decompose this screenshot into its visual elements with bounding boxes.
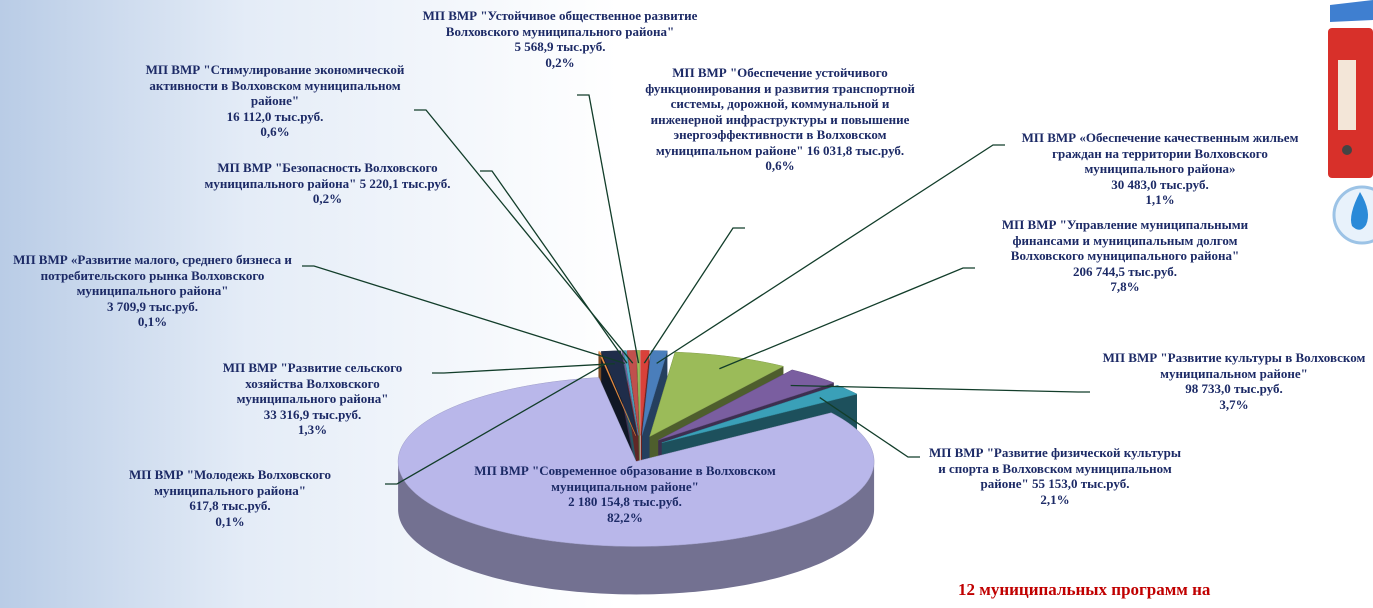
slide: 12 муниципальных программ на МП ВМР "Обе… <box>0 0 1373 608</box>
category-name: МП ВМР "Современное образование в Волхов… <box>470 463 780 494</box>
leader-line <box>480 171 627 363</box>
amount-label: 30 483,0 тыс.руб. <box>1010 177 1310 193</box>
amount-label: 5 220,1 тыс.руб. <box>360 176 451 191</box>
leader-line <box>644 228 745 363</box>
decor-folder <box>1328 0 1373 243</box>
amount-label: 206 744,5 тыс.руб. <box>985 264 1265 280</box>
footer-text: 12 муниципальных программ на <box>958 580 1210 600</box>
slice-label: МП ВМР «Развитие малого, среднего бизнес… <box>0 252 305 330</box>
leader-line <box>302 266 625 363</box>
slice-label: МП ВМР "Развитие сельского хозяйства Вол… <box>195 360 430 438</box>
percent-label: 1,1% <box>1010 192 1310 208</box>
slice-label: МП ВМР "Устойчивое общественное развитие… <box>420 8 700 70</box>
category-name: МП ВМР "Молодежь Волховского муниципальн… <box>80 467 380 498</box>
category-name: МП ВМР "Развитие сельского хозяйства Вол… <box>195 360 430 407</box>
category-name: МП ВМР «Обеспечение качественным жильем … <box>1010 130 1310 177</box>
slice-label: МП ВМР "Управление муниципальными финанс… <box>985 217 1265 295</box>
leader-line <box>719 268 975 369</box>
leader-line <box>577 95 639 363</box>
percent-label: 1,3% <box>195 422 430 438</box>
amount-label: 33 316,9 тыс.руб. <box>195 407 430 423</box>
slice-label: МП ВМР "Молодежь Волховского муниципальн… <box>80 467 380 529</box>
slice-label: МП ВМР "Обеспечение устойчивого функцион… <box>640 65 920 174</box>
percent-label: 0,6% <box>130 124 420 140</box>
percent-label: 7,8% <box>985 279 1265 295</box>
amount-label: 5 568,9 тыс.руб. <box>420 39 700 55</box>
amount-label: 16 112,0 тыс.руб. <box>130 109 420 125</box>
amount-label: 617,8 тыс.руб. <box>80 498 380 514</box>
category-name: МП ВМР "Стимулирование экономической акт… <box>130 62 420 109</box>
slice-label: МП ВМР "Развитие культуры в Волховском м… <box>1095 350 1373 412</box>
percent-label: 0,1% <box>0 314 305 330</box>
category-name: МП ВМР "Управление муниципальными финанс… <box>985 217 1265 264</box>
leader-line <box>432 364 615 373</box>
category-name: МП ВМР "Устойчивое общественное развитие… <box>420 8 700 39</box>
slice-label: МП ВМР "Развитие физической культуры и с… <box>925 445 1185 507</box>
amount-label: 98 733,0 тыс.руб. <box>1095 381 1373 397</box>
percent-label: 2,1% <box>925 492 1185 508</box>
percent-label: 0,6% <box>640 158 920 174</box>
percent-label: 3,7% <box>1095 397 1373 413</box>
amount-label: 3 709,9 тыс.руб. <box>0 299 305 315</box>
category-name: МП ВМР "Развитие культуры в Волховском м… <box>1095 350 1373 381</box>
leader-line <box>657 145 1005 363</box>
percent-label: 0,2% <box>420 55 700 71</box>
percent-label: 82,2% <box>470 510 780 526</box>
slice-label: МП ВМР "Стимулирование экономической акт… <box>130 62 420 140</box>
amount-label: 55 153,0 тыс.руб. <box>1032 476 1129 491</box>
amount-label: 2 180 154,8 тыс.руб. <box>470 494 780 510</box>
amount-label: 16 031,8 тыс.руб. <box>807 143 904 158</box>
category-name: МП ВМР «Развитие малого, среднего бизнес… <box>0 252 305 299</box>
slice-label: МП ВМР "Безопасность Волховского муницип… <box>175 160 480 207</box>
percent-label: 0,2% <box>175 191 480 207</box>
percent-label: 0,1% <box>80 514 380 530</box>
slice-label: МП ВМР «Обеспечение качественным жильем … <box>1010 130 1310 208</box>
slice-label: МП ВМР "Современное образование в Волхов… <box>470 463 780 525</box>
